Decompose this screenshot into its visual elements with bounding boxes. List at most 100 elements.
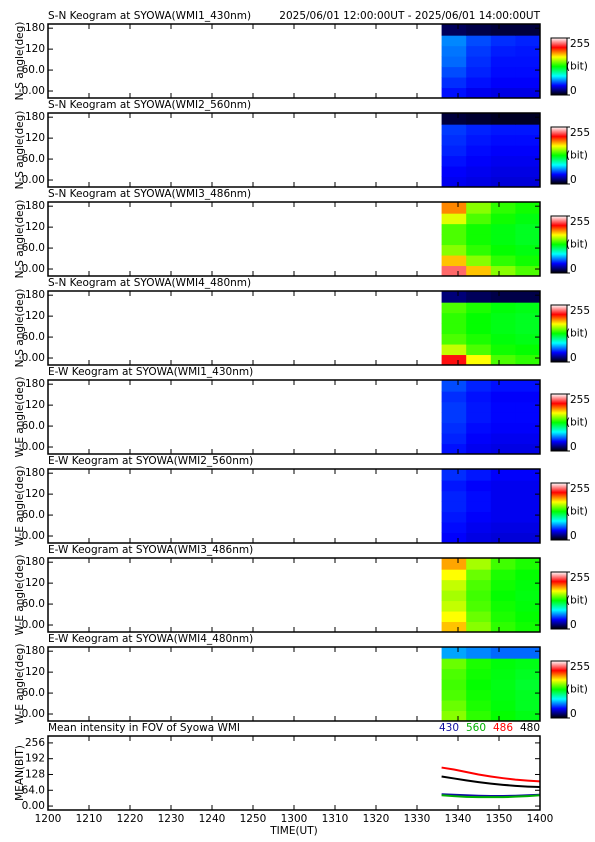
colorbar-tick-label: 255 — [570, 216, 590, 228]
data-line — [441, 766, 541, 783]
panel-title: S-N Keogram at SYOWA(WMI3_486nm) — [48, 188, 251, 200]
plot-frame — [47, 23, 541, 99]
heatmap-cell — [441, 312, 467, 324]
heatmap-cell — [515, 647, 541, 659]
panel-title: E-W Keogram at SYOWA(WMI4_480nm) — [48, 633, 253, 645]
heatmap-cell — [466, 155, 492, 167]
y-tick-label: 60.0 — [22, 687, 45, 699]
heatmap-cell — [466, 265, 492, 277]
heatmap-cell — [490, 155, 516, 167]
heatmap-cell — [466, 700, 492, 712]
heatmap-cell — [466, 621, 492, 633]
heatmap-cell — [441, 501, 467, 513]
y-tick-label: 60.0 — [22, 331, 45, 343]
y-axis-label: W-E angle(deg) — [14, 377, 26, 458]
heatmap-cell — [515, 443, 541, 455]
heatmap-cell — [515, 234, 541, 246]
heatmap-cell — [466, 611, 492, 623]
heatmap-cell — [515, 490, 541, 502]
heatmap-cell — [490, 522, 516, 534]
y-axis-label: W-E angle(deg) — [14, 644, 26, 725]
heatmap-cell — [490, 569, 516, 581]
heatmap-cell — [515, 302, 541, 314]
heatmap-cell — [466, 569, 492, 581]
heatmap-cell — [490, 202, 516, 214]
y-tick-label: 120 — [25, 221, 45, 233]
heatmap-cell — [490, 621, 516, 633]
heatmap-cell — [515, 24, 541, 36]
heatmap-cell — [490, 145, 516, 157]
colorbar-tick-label: 0 — [570, 708, 577, 720]
colorbar-tick-label: 255 — [570, 38, 590, 50]
heatmap-cell — [466, 558, 492, 570]
panel-title: S-N Keogram at SYOWA(WMI4_480nm) — [48, 277, 251, 289]
heatmap-cell — [515, 422, 541, 434]
heatmap-cell — [466, 77, 492, 89]
panel-title: S-N Keogram at SYOWA(WMI1_430nm) — [48, 10, 251, 22]
heatmap-cell — [490, 391, 516, 403]
heatmap-cell — [515, 35, 541, 47]
heatmap-cell — [466, 600, 492, 612]
heatmap-cell — [490, 244, 516, 256]
heatmap-cell — [515, 344, 541, 356]
heatmap-cell — [515, 124, 541, 136]
heatmap-cell — [441, 647, 467, 659]
data-line — [441, 794, 541, 799]
heatmap-cell — [466, 323, 492, 335]
heatmap-cell — [441, 668, 467, 680]
heatmap-cell — [490, 56, 516, 68]
heatmap-cell — [490, 87, 516, 99]
heatmap-cell — [515, 380, 541, 392]
heatmap-cell — [441, 600, 467, 612]
heatmap-cell — [466, 590, 492, 602]
y-tick-label: 0.00 — [22, 174, 45, 186]
heatmap-cell — [441, 522, 467, 534]
y-tick-label: 60.0 — [22, 598, 45, 610]
heatmap-cell — [490, 679, 516, 691]
heatmap-cell — [490, 166, 516, 178]
heatmap-cell — [515, 312, 541, 324]
heatmap-cell — [441, 234, 467, 246]
colorbar — [550, 37, 568, 96]
colorbar-label: (bit) — [566, 684, 588, 696]
y-axis-label: N-S angle(deg) — [14, 289, 26, 368]
x-tick-label: 1240 — [199, 813, 226, 825]
heatmap-cell — [466, 422, 492, 434]
heatmap-cell — [515, 611, 541, 623]
heatmap-cell — [466, 202, 492, 214]
y-axis-label: N-S angle(deg) — [14, 111, 26, 190]
colorbar-label: (bit) — [566, 328, 588, 340]
heatmap-cell — [490, 323, 516, 335]
y-tick-label: 120 — [25, 132, 45, 144]
y-tick-label: 0.00 — [22, 530, 45, 542]
heatmap-cell — [515, 134, 541, 146]
heatmap-cell — [441, 333, 467, 345]
heatmap-cell — [441, 422, 467, 434]
heatmap-cell — [466, 647, 492, 659]
heatmap-cell — [441, 176, 467, 188]
heatmap-cell — [441, 77, 467, 89]
y-axis-label: W-E angle(deg) — [14, 555, 26, 636]
y-tick-label: 192 — [25, 753, 45, 765]
heatmap-cell — [515, 265, 541, 277]
heatmap-cell — [490, 312, 516, 324]
heatmap-cell — [515, 558, 541, 570]
plot-frame — [47, 468, 541, 544]
heatmap-cell — [515, 145, 541, 157]
heatmap-cell — [466, 689, 492, 701]
y-tick-label: 180 — [25, 289, 45, 301]
heatmap-cell — [515, 391, 541, 403]
y-tick-label: 120 — [25, 666, 45, 678]
heatmap-cell — [441, 134, 467, 146]
heatmap-cell — [490, 689, 516, 701]
heatmap-cell — [441, 700, 467, 712]
heatmap-cell — [466, 522, 492, 534]
heatmap-cell — [466, 45, 492, 57]
y-tick-label: 120 — [25, 43, 45, 55]
plot-frame — [47, 112, 541, 188]
x-tick-label: 1310 — [322, 813, 349, 825]
heatmap-cell — [441, 380, 467, 392]
plot-frame — [47, 646, 541, 722]
heatmap-cell — [466, 354, 492, 366]
heatmap-cell — [490, 501, 516, 513]
